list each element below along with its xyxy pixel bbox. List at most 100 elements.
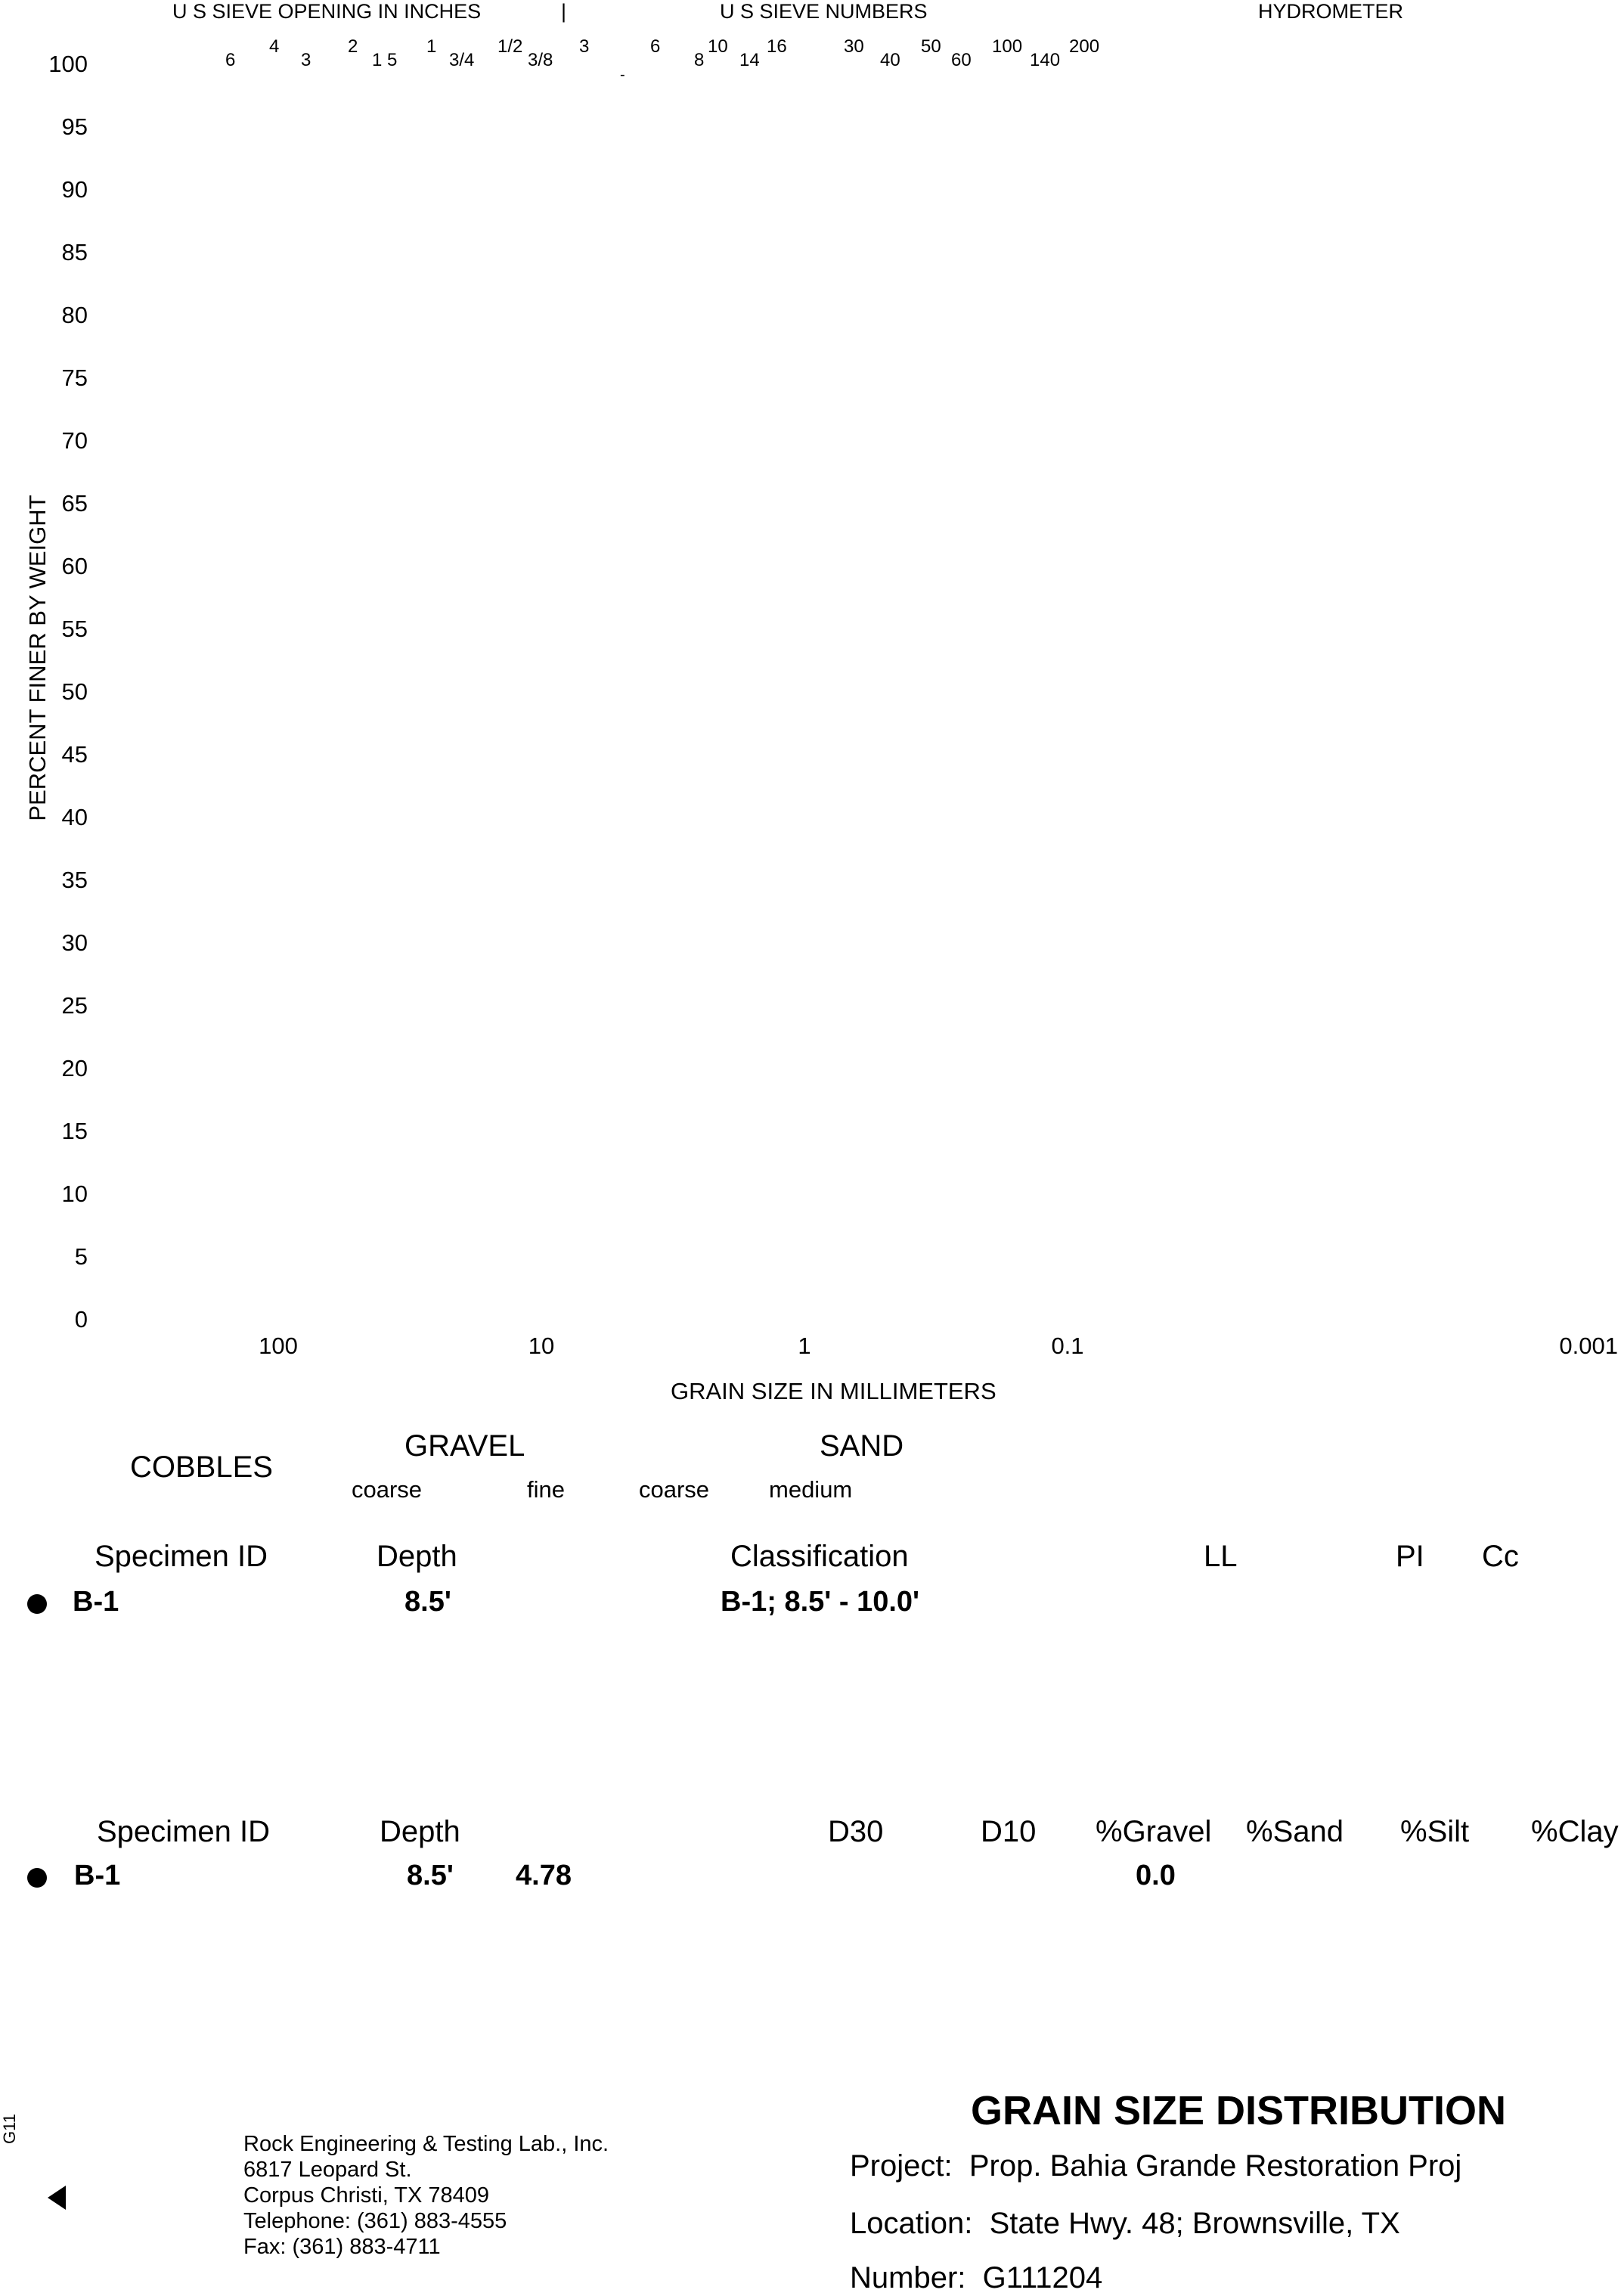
t2-cell-value: 4.78 [516,1860,572,1891]
band-gravel-fine: fine [527,1476,565,1503]
t2-cell-specimen: B-1 [74,1860,121,1891]
band-gravel-coarse: coarse [352,1476,423,1503]
t2-header-sand: %Sand [1246,1815,1344,1848]
y-tick-label: 100 [48,51,88,77]
sieve-inch-label: 2 [348,36,358,57]
t2-cell-gravel: 0.0 [1136,1860,1176,1891]
location-label: Location: [850,2207,973,2240]
y-tick-label: 55 [61,616,88,642]
y-tick-label: 20 [61,1055,88,1081]
t1-cell-specimen: B-1 [73,1586,119,1618]
y-tick-label: 5 [74,1243,88,1270]
sieve-inch-label: 1 [426,36,437,57]
sieve-inch-label: 3 [301,50,311,70]
t1-header-cc: Cc [1482,1540,1519,1573]
sieve-number-label: 8 [694,50,705,70]
number-line: Number: G111204 [850,2261,1102,2295]
band-sand-medium: medium [769,1476,853,1503]
y-tick-label: 80 [61,302,88,328]
sieve-inch-label: 6 [225,50,236,70]
number-label: Number: [850,2261,966,2294]
sieve-inch-label: 1 5 [372,50,398,70]
project-label: Project: [850,2149,953,2183]
y-tick-label: 95 [61,113,88,140]
t1-header-specimen: Specimen ID [95,1540,268,1573]
company-street: 6817 Leopard St. [243,2158,412,2182]
sieve-numbers-header: U S SIEVE NUMBERS [720,0,928,23]
band-sand: SAND [820,1429,904,1463]
t2-header-clay: %Clay [1531,1815,1619,1848]
stray-mark: - [620,67,625,83]
company-name: Rock Engineering & Testing Lab., Inc. [243,2132,609,2156]
sieve-inch-label: 4 [269,36,280,57]
legend-marker-b1 [27,1868,47,1888]
y-tick-label: 0 [74,1306,88,1333]
t2-header-specimen: Specimen ID [97,1815,270,1848]
y-tick-label: 75 [61,365,88,391]
company-fax: Fax: (361) 883-4711 [243,2235,441,2259]
y-axis-label: PERCENT FINER BY WEIGHT [24,495,51,821]
sieve-inch-label: 1/2 [497,36,523,57]
location-value: State Hwy. 48; Brownsville, TX [989,2207,1400,2240]
sieve-number-label: 100 [992,36,1023,57]
left-arrow-icon [48,2186,66,2210]
legend-marker-b1 [27,1594,47,1614]
sieve-inch-label: 3/4 [449,50,475,70]
t2-cell-depth: 8.5' [407,1860,454,1891]
x-axis-label: GRAIN SIZE IN MILLIMETERS [671,1378,996,1404]
company-city: Corpus Christi, TX 78409 [243,2183,490,2208]
band-sand-coarse: coarse [639,1476,710,1503]
t1-header-pi: PI [1396,1540,1424,1573]
t2-header-d30: D30 [828,1815,884,1848]
t2-header-gravel: %Gravel [1096,1815,1212,1848]
y-tick-label: 60 [61,553,88,579]
t1-cell-classification: B-1; 8.5' - 10.0' [721,1586,920,1618]
band-gravel: GRAVEL [404,1429,525,1463]
sieve-number-label: 30 [844,36,864,57]
sieve-number-label: 140 [1030,50,1061,70]
t2-header-silt: %Silt [1400,1815,1470,1848]
y-tick-label: 85 [61,239,88,265]
y-tick-label: 15 [61,1118,88,1144]
sieve-number-label: 10 [708,36,728,57]
sieve-number-label: 16 [767,36,787,57]
y-tick-label: 10 [61,1181,88,1207]
band-cobbles: COBBLES [130,1451,273,1484]
report-title: GRAIN SIZE DISTRIBUTION [971,2088,1507,2133]
t1-header-classification: Classification [730,1540,909,1573]
x-tick-label: 0.1 [1051,1333,1084,1359]
sieve-inch-label: 3 [579,36,590,57]
t2-header-depth: Depth [380,1815,460,1848]
hydrometer-header: HYDROMETER [1258,0,1404,23]
project-line: Project: Prop. Bahia Grande Restoration … [850,2149,1461,2183]
sieve-number-label: 14 [739,50,760,70]
y-tick-label: 70 [61,427,88,454]
location-line: Location: State Hwy. 48; Brownsville, TX [850,2207,1400,2241]
project-value: Prop. Bahia Grande Restoration Proj [969,2149,1462,2183]
x-tick-label: 100 [259,1333,298,1359]
sieve-opening-header: U S SIEVE OPENING IN INCHES [172,0,482,23]
sieve-inch-label: 3/8 [528,50,553,70]
t1-cell-depth: 8.5' [404,1586,451,1618]
x-tick-label: 0.001 [1559,1333,1618,1359]
y-tick-label: 30 [61,929,88,956]
y-tick-label: 65 [61,490,88,517]
header-separator: | [561,0,567,23]
t1-header-depth: Depth [377,1540,457,1573]
y-tick-label: 50 [61,678,88,705]
company-telephone: Telephone: (361) 883-4555 [243,2209,507,2233]
side-code: G11 [0,2114,19,2144]
sieve-number-label: 60 [951,50,972,70]
t1-header-ll: LL [1204,1540,1238,1573]
sieve-number-label: 40 [880,50,900,70]
t2-header-d10: D10 [981,1815,1037,1848]
x-tick-label: 10 [528,1333,555,1359]
y-tick-label: 90 [61,176,88,203]
y-tick-label: 35 [61,867,88,893]
x-tick-label: 1 [798,1333,811,1359]
number-value: G111204 [982,2261,1103,2294]
y-tick-label: 40 [61,804,88,830]
y-tick-label: 25 [61,992,88,1019]
plot-area [91,72,1603,1327]
sieve-number-label: 6 [650,36,661,57]
